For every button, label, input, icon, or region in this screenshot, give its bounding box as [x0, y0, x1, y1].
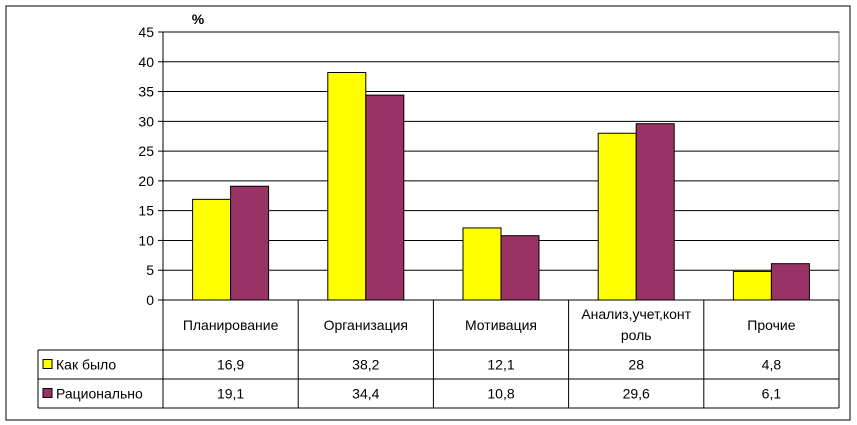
bar-racionalno-0 [230, 185, 270, 301]
y-tick-label: 5 [146, 262, 154, 278]
data-label: 10,8 [487, 386, 514, 402]
x-tick-label: Мотивация [465, 317, 537, 333]
bar-racionalno-2 [500, 235, 540, 301]
y-tick-label: 0 [146, 292, 154, 308]
data-label: 6,1 [762, 386, 782, 402]
y-tick-label: 35 [138, 84, 154, 100]
legend-label: Как было [56, 357, 116, 373]
y-tick-label: 40 [138, 54, 154, 70]
bar-racionalno-1 [365, 94, 405, 301]
x-tick-label: Организация [324, 317, 408, 333]
y-tick-label: 25 [138, 143, 154, 159]
data-label: 38,2 [352, 357, 379, 373]
y-tick-label: 30 [138, 113, 154, 129]
bar-kak-bylo-0 [192, 198, 232, 301]
data-label: 29,6 [623, 386, 650, 402]
x-tick-label: Анализ,учет,конт [581, 306, 691, 322]
bar-racionalno-3 [635, 123, 675, 301]
bar-racionalno-4 [770, 263, 810, 301]
legend-key [42, 388, 53, 398]
bar-kak-bylo-3 [597, 132, 637, 301]
legend-label: Рационально [56, 386, 143, 402]
x-tick-label: роль [621, 327, 652, 343]
data-label: 4,8 [762, 357, 782, 373]
data-label: 12,1 [487, 357, 514, 373]
y-axis-ticks: 0 5 10 15 20 25 30 35 40 45 [138, 24, 164, 308]
x-tick-label: Планирование [183, 317, 279, 333]
y-tick-label: 10 [138, 232, 154, 248]
y-tick-label: 15 [138, 203, 154, 219]
x-tick-label: Прочие [747, 317, 795, 333]
data-label: 34,4 [352, 386, 379, 402]
data-label: 16,9 [217, 357, 244, 373]
legend-key [42, 359, 53, 369]
y-axis-label: % [192, 11, 205, 27]
bar-kak-bylo-1 [327, 71, 367, 301]
bar-kak-bylo-4 [732, 270, 772, 301]
bars [192, 71, 810, 301]
data-table: Планирование Организация Мотивация Анализ,у… [37, 299, 840, 409]
y-tick-label: 20 [138, 173, 154, 189]
bar-kak-bylo-2 [462, 227, 502, 301]
data-label: 28 [628, 357, 644, 373]
y-tick-label: 45 [138, 24, 154, 40]
data-label: 19,1 [217, 386, 244, 402]
